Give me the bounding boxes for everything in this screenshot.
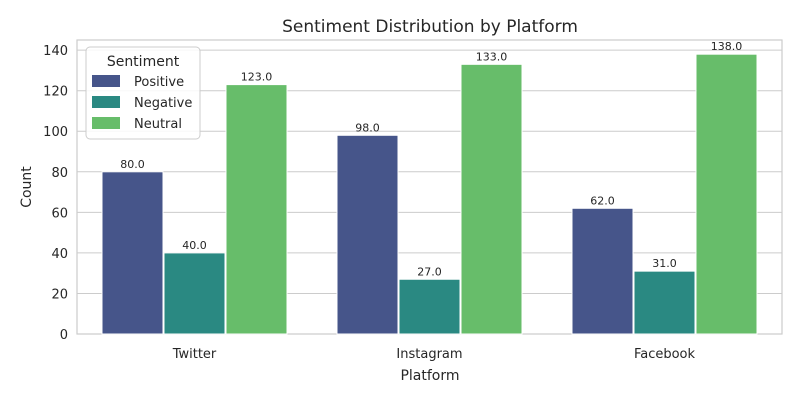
data-label: 133.0 xyxy=(476,50,508,63)
y-tick-label: 60 xyxy=(51,206,68,221)
bar-negative-facebook xyxy=(633,270,696,335)
y-tick-label: 140 xyxy=(43,44,68,59)
data-label: 27.0 xyxy=(417,265,442,278)
data-label: 98.0 xyxy=(355,121,380,134)
data-label: 62.0 xyxy=(590,194,615,207)
bar-neutral-twitter xyxy=(225,84,288,335)
y-axis-label: Count xyxy=(19,166,35,208)
data-label: 31.0 xyxy=(652,257,677,270)
legend-swatch-negative xyxy=(92,96,120,108)
legend-swatch-positive xyxy=(92,75,120,87)
y-ticks: 0 20 40 60 80 100 120 140 xyxy=(43,44,68,343)
legend-box xyxy=(85,46,201,140)
bars xyxy=(101,53,758,335)
data-label: 40.0 xyxy=(182,239,207,252)
data-labels: 80.0 40.0 123.0 98.0 27.0 133.0 62.0 31.0 138.0 xyxy=(120,40,742,278)
bar-positive-twitter xyxy=(101,171,164,335)
bar-positive-facebook xyxy=(571,207,634,335)
y-tick-label: 20 xyxy=(51,287,68,302)
y-tick-label: 120 xyxy=(43,85,68,100)
x-ticks: Twitter Instagram Facebook xyxy=(172,347,696,362)
y-tick-label: 100 xyxy=(43,125,68,140)
chart-title: Sentiment Distribution by Platform xyxy=(282,17,578,37)
bar-negative-twitter xyxy=(163,252,226,335)
legend-label-positive: Positive xyxy=(134,75,184,90)
x-tick-label: Instagram xyxy=(396,347,462,362)
bar-neutral-facebook xyxy=(695,53,758,335)
bar-positive-instagram xyxy=(336,134,399,335)
data-label: 123.0 xyxy=(241,71,273,84)
bar-negative-instagram xyxy=(398,278,461,335)
y-tick-label: 40 xyxy=(51,247,68,262)
data-label: 80.0 xyxy=(120,158,145,171)
legend-label-negative: Negative xyxy=(134,96,192,111)
legend: Sentiment Positive Negative Neutral xyxy=(85,46,201,140)
legend-title: Sentiment xyxy=(107,54,180,70)
y-tick-label: 0 xyxy=(60,328,68,343)
legend-swatch-neutral xyxy=(92,117,120,129)
bar-neutral-instagram xyxy=(460,63,523,335)
legend-label-neutral: Neutral xyxy=(134,117,182,132)
x-axis-label: Platform xyxy=(400,368,459,384)
data-label: 138.0 xyxy=(711,40,743,53)
x-tick-label: Twitter xyxy=(172,347,217,362)
x-tick-label: Facebook xyxy=(634,347,696,362)
y-tick-label: 80 xyxy=(51,166,68,181)
